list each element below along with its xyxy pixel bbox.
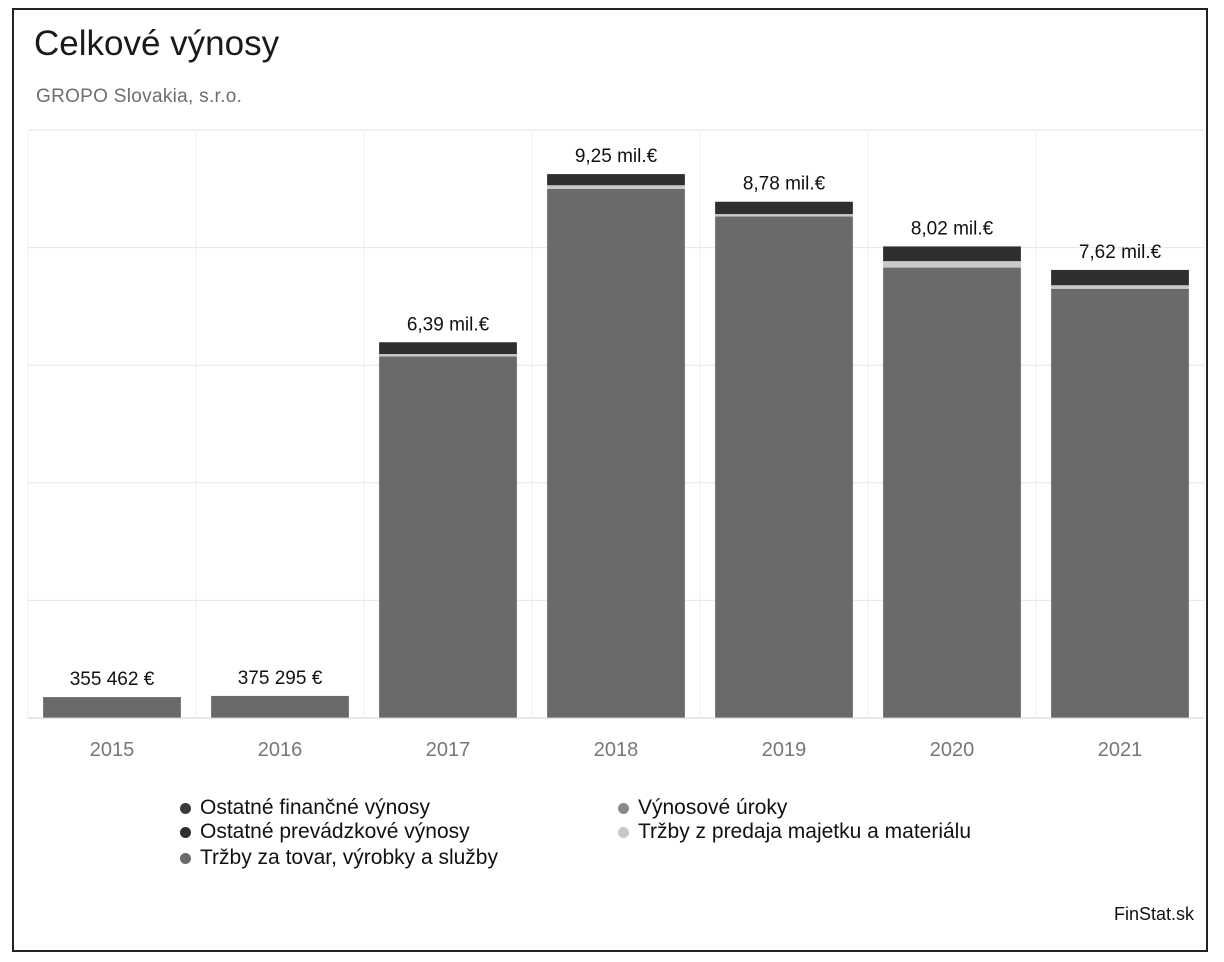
bar-segment bbox=[715, 216, 853, 718]
bar-segment bbox=[715, 201, 853, 215]
bar-value-label: 8,02 mil.€ bbox=[911, 218, 994, 239]
bar-segment bbox=[1051, 288, 1189, 718]
x-tick-label: 2018 bbox=[594, 739, 639, 761]
bar-value-label: 9,25 mil.€ bbox=[575, 146, 658, 167]
bar-segment bbox=[547, 174, 685, 186]
bar-segment bbox=[1051, 285, 1189, 289]
source-credit[interactable]: FinStat.sk bbox=[1113, 904, 1194, 924]
x-tick-label: 2015 bbox=[90, 739, 135, 761]
bar-value-label: 6,39 mil.€ bbox=[407, 314, 490, 335]
legend-swatch bbox=[618, 826, 629, 838]
x-tick-label: 2016 bbox=[258, 739, 303, 761]
bar-value-label: 355 462 € bbox=[70, 669, 155, 690]
chart-subtitle: GROPO Slovakia, s.r.o. bbox=[36, 86, 243, 107]
bar-segment bbox=[1051, 269, 1189, 286]
legend-item-ostatne-financne[interactable]: Ostatné finančné výnosy bbox=[180, 796, 430, 820]
x-tick-label: 2020 bbox=[930, 739, 975, 761]
x-tick-label: 2017 bbox=[426, 739, 471, 761]
bar-segment bbox=[547, 185, 685, 189]
legend-swatch bbox=[180, 852, 191, 864]
x-tick-label: 2021 bbox=[1098, 739, 1143, 761]
bar-segment bbox=[379, 356, 517, 718]
bar-value-label: 7,62 mil.€ bbox=[1079, 242, 1162, 263]
bar-segment bbox=[883, 261, 1021, 268]
legend-swatch bbox=[180, 802, 191, 814]
bar-value-label: 375 295 € bbox=[238, 668, 323, 689]
bar-value-label: 8,78 mil.€ bbox=[743, 174, 826, 195]
chart-title: Celkové výnosy bbox=[34, 24, 280, 63]
bar-segment bbox=[547, 188, 685, 719]
legend-label: Výnosové úroky bbox=[638, 796, 788, 819]
legend-item-trzby-tovar[interactable]: Tržby za tovar, výrobky a služby bbox=[180, 846, 498, 870]
bar-segment bbox=[379, 354, 517, 357]
bar-segment bbox=[883, 267, 1021, 718]
bar-segment bbox=[43, 697, 181, 718]
bar-segment bbox=[211, 695, 349, 718]
legend-label: Tržby za tovar, výrobky a služby bbox=[200, 846, 498, 869]
legend-label: Ostatné prevádzkové výnosy bbox=[200, 820, 470, 843]
legend-item-vynosove-uroky[interactable]: Výnosové úroky bbox=[618, 796, 787, 820]
legend-label: Tržby z predaja majetku a materiálu bbox=[638, 820, 972, 843]
legend-swatch bbox=[180, 826, 191, 838]
legend-item-ostatne-prevadzkove[interactable]: Ostatné prevádzkové výnosy bbox=[180, 820, 470, 844]
x-tick-label: 2019 bbox=[762, 739, 807, 761]
legend-swatch bbox=[618, 802, 629, 814]
bar-segment bbox=[883, 246, 1021, 262]
bar-segment bbox=[379, 342, 517, 355]
legend-label: Ostatné finančné výnosy bbox=[200, 796, 430, 819]
legend-item-trzby-majetok[interactable]: Tržby z predaja majetku a materiálu bbox=[618, 820, 971, 844]
bar-segment bbox=[715, 214, 853, 217]
